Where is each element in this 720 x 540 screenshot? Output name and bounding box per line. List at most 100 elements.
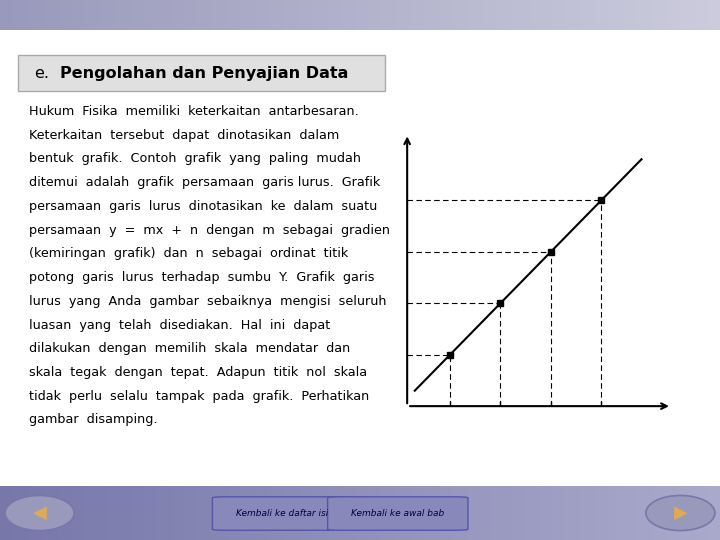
Bar — [349, 486, 353, 540]
Bar — [256, 0, 259, 30]
Bar — [202, 0, 205, 30]
Bar — [554, 0, 558, 30]
Bar — [306, 486, 310, 540]
Bar — [493, 0, 497, 30]
Bar — [392, 0, 396, 30]
Text: ◀: ◀ — [32, 504, 47, 522]
Bar — [126, 0, 130, 30]
Bar — [666, 0, 670, 30]
Bar — [644, 0, 648, 30]
Bar — [212, 486, 216, 540]
Bar — [576, 0, 580, 30]
Bar — [263, 486, 266, 540]
Bar — [641, 0, 644, 30]
Bar — [227, 0, 230, 30]
Bar — [634, 486, 637, 540]
Bar — [230, 486, 234, 540]
Bar — [284, 486, 288, 540]
Bar — [410, 486, 414, 540]
Ellipse shape — [646, 496, 715, 530]
Bar — [612, 0, 616, 30]
Bar — [385, 0, 389, 30]
Bar — [342, 486, 346, 540]
Bar — [432, 486, 436, 540]
Bar — [281, 0, 284, 30]
Bar — [313, 486, 317, 540]
Bar — [421, 486, 425, 540]
Bar — [540, 0, 544, 30]
Bar — [22, 486, 25, 540]
Text: luasan  yang  telah  disediakan.  Hal  ini  dapat: luasan yang telah disediakan. Hal ini da… — [29, 319, 330, 332]
Text: bentuk  grafik.  Contoh  grafik  yang  paling  mudah: bentuk grafik. Contoh grafik yang paling… — [29, 152, 361, 165]
Bar — [22, 0, 25, 30]
Bar — [328, 0, 331, 30]
Bar — [86, 0, 90, 30]
Bar — [508, 0, 511, 30]
Bar — [180, 0, 184, 30]
Bar — [623, 486, 626, 540]
Bar — [230, 0, 234, 30]
Bar — [133, 486, 137, 540]
Bar — [590, 0, 594, 30]
Bar — [266, 486, 270, 540]
Bar — [436, 486, 439, 540]
Bar — [558, 0, 562, 30]
Bar — [709, 486, 713, 540]
Bar — [601, 486, 605, 540]
Bar — [346, 486, 349, 540]
Bar — [443, 0, 446, 30]
Bar — [97, 486, 101, 540]
Bar — [18, 486, 22, 540]
Bar — [526, 486, 529, 540]
Bar — [695, 486, 698, 540]
Bar — [533, 0, 536, 30]
Bar — [644, 486, 648, 540]
Text: tidak  perlu  selalu  tampak  pada  grafik.  Perhatikan: tidak perlu selalu tampak pada grafik. P… — [29, 390, 369, 403]
Bar — [673, 486, 677, 540]
Bar — [446, 0, 450, 30]
Bar — [162, 486, 166, 540]
Bar — [36, 0, 40, 30]
Bar — [486, 0, 490, 30]
Bar — [637, 0, 641, 30]
Bar — [662, 486, 666, 540]
Bar — [313, 0, 317, 30]
Bar — [706, 486, 709, 540]
Bar — [594, 0, 598, 30]
Bar — [216, 0, 220, 30]
Bar — [194, 486, 198, 540]
Bar — [410, 0, 414, 30]
Bar — [472, 486, 475, 540]
Bar — [655, 486, 659, 540]
Bar — [18, 0, 22, 30]
Bar — [403, 0, 407, 30]
Bar — [68, 486, 72, 540]
Bar — [493, 486, 497, 540]
Bar — [310, 486, 313, 540]
Bar — [317, 486, 320, 540]
Bar — [50, 486, 54, 540]
Bar — [518, 486, 522, 540]
Bar — [234, 486, 238, 540]
Bar — [533, 486, 536, 540]
Bar — [234, 0, 238, 30]
Bar — [112, 0, 115, 30]
Bar — [148, 0, 151, 30]
Bar — [223, 0, 227, 30]
Bar — [457, 486, 461, 540]
Bar — [371, 486, 374, 540]
Bar — [166, 486, 169, 540]
Bar — [385, 486, 389, 540]
Bar — [14, 0, 18, 30]
Bar — [155, 0, 158, 30]
Bar — [36, 486, 40, 540]
Bar — [418, 486, 421, 540]
Bar — [443, 486, 446, 540]
Bar — [547, 486, 551, 540]
Bar — [122, 0, 126, 30]
Bar — [252, 0, 256, 30]
Bar — [544, 0, 547, 30]
Bar — [65, 0, 68, 30]
Bar — [569, 486, 572, 540]
Bar — [680, 486, 684, 540]
